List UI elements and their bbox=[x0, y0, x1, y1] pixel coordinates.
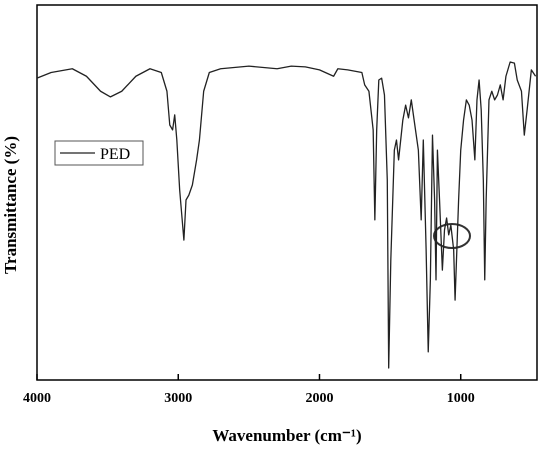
plot-frame bbox=[36, 4, 538, 381]
x-tick-label: 1000 bbox=[447, 391, 475, 406]
x-axis-title: Wavenumber (cm⁻¹) bbox=[212, 426, 361, 445]
spectrum-line bbox=[36, 61, 537, 369]
x-tick-label: 3000 bbox=[164, 391, 192, 406]
x-tick-label: 4000 bbox=[23, 391, 51, 406]
x-tick-label: 2000 bbox=[305, 391, 333, 406]
highlight-ellipse bbox=[433, 223, 471, 249]
legend-label: PED bbox=[100, 146, 130, 163]
y-axis-title: Transmittance (%) bbox=[1, 136, 20, 274]
